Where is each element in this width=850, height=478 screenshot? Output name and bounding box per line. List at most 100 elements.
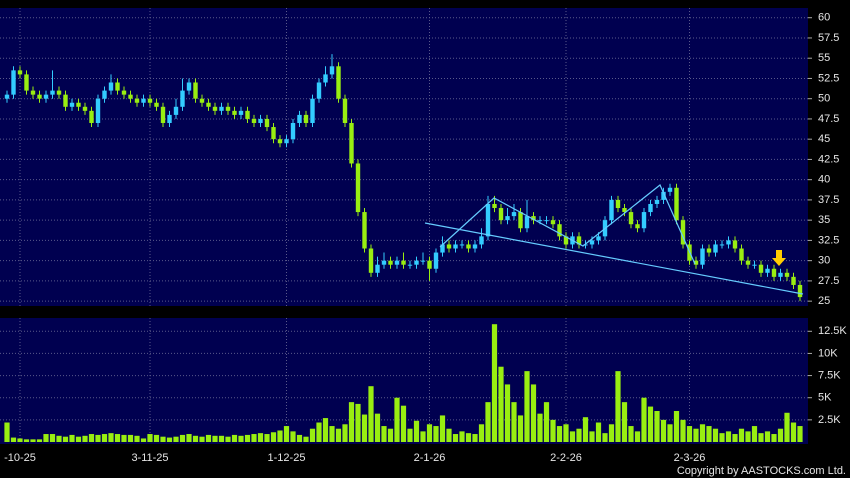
candle-body <box>414 260 419 265</box>
volume-bar <box>790 422 797 442</box>
candle-body <box>232 110 237 115</box>
candle-body <box>342 98 348 123</box>
candle-body <box>43 94 49 99</box>
candle-body <box>82 106 88 111</box>
y-tick-label: 42.5 <box>818 153 839 165</box>
candle-body <box>609 199 614 221</box>
volume-bar <box>511 402 517 442</box>
x-tick-label: 2-2-26 <box>550 452 582 464</box>
y-tick-label: 12.5K <box>818 325 847 337</box>
volume-bar <box>556 426 563 442</box>
volume-bar <box>335 428 342 442</box>
y-tick-label: 55 <box>818 52 830 64</box>
candle-body <box>108 82 114 91</box>
volume-bar <box>634 431 641 442</box>
volume-bar <box>738 428 745 442</box>
candle-body <box>381 260 387 265</box>
candle-body <box>69 102 75 107</box>
candle-body <box>498 208 504 221</box>
volume-bar <box>329 426 335 442</box>
volume-bar <box>758 433 764 442</box>
volume-bar <box>43 434 49 442</box>
candle-body <box>251 118 257 123</box>
volume-bar <box>491 324 498 442</box>
candle-body <box>784 272 790 277</box>
candle-body <box>726 240 731 245</box>
volume-bar <box>712 428 719 442</box>
candle-body <box>134 98 140 103</box>
y-tick-label: 10K <box>818 347 838 359</box>
volume-bar <box>452 434 459 442</box>
candle-body <box>160 106 166 123</box>
candle-body <box>303 114 309 123</box>
candle-body <box>212 106 218 111</box>
volume-bar <box>485 402 491 442</box>
candle-body <box>238 110 244 115</box>
candle-body <box>622 208 627 213</box>
candle-body <box>11 70 16 95</box>
candle-body <box>37 94 42 99</box>
candle-body <box>271 127 276 140</box>
volume-bar <box>420 431 426 442</box>
candle-body <box>225 106 231 111</box>
volume-bar <box>498 366 504 442</box>
candle-body <box>745 260 751 265</box>
y-tick-label: 7.5K <box>818 369 841 381</box>
volume-bar <box>693 428 699 442</box>
candle-body <box>446 244 452 249</box>
volume-bar <box>166 437 173 442</box>
volume-bar <box>4 422 10 442</box>
candle-body <box>732 240 738 249</box>
volume-bar <box>62 436 69 442</box>
volume-bar <box>550 419 556 442</box>
y-tick-label: 27.5 <box>818 275 839 287</box>
candle-body <box>589 240 595 245</box>
candle-body <box>329 66 335 75</box>
volume-bar <box>114 434 121 442</box>
volume-bar <box>160 436 166 442</box>
candle-body <box>583 244 588 246</box>
candle-body <box>180 90 185 107</box>
candle-body <box>466 244 471 249</box>
candle-body <box>316 82 322 99</box>
candle-body <box>713 244 718 253</box>
candle-body <box>310 98 315 123</box>
volume-bar <box>121 434 127 442</box>
candle-body <box>349 122 354 164</box>
volume-bar <box>147 434 153 442</box>
candle-body <box>518 212 523 229</box>
candle-body <box>199 98 205 103</box>
candle-body <box>615 199 621 209</box>
y-tick-label: 35 <box>818 214 830 226</box>
candle-body <box>537 220 543 222</box>
volume-bar <box>784 412 790 442</box>
candle-body <box>654 199 660 204</box>
candle-body <box>128 94 133 99</box>
volume-bar <box>23 439 30 442</box>
volume-bar <box>589 431 595 442</box>
volume-bar <box>595 422 602 442</box>
volume-bar <box>368 386 374 442</box>
volume-bar <box>192 435 199 442</box>
candle-body <box>544 220 549 222</box>
volume-bar <box>251 434 257 442</box>
volume-bar <box>290 431 296 442</box>
volume-bar <box>602 433 608 442</box>
candle-body <box>206 102 211 107</box>
volume-bar <box>699 424 706 442</box>
candle-body <box>433 252 439 269</box>
volume-bar <box>303 436 309 442</box>
candle-body <box>219 106 224 111</box>
candle-body <box>245 110 250 119</box>
y-tick-label: 60 <box>818 12 830 24</box>
volume-bar <box>179 434 186 442</box>
volume-bar <box>10 437 17 442</box>
candle-body <box>648 203 653 213</box>
volume-bar <box>75 436 82 442</box>
candle-body <box>323 74 328 83</box>
candle-body <box>557 224 562 237</box>
candle-body <box>141 98 146 103</box>
volume-bar <box>186 434 192 442</box>
volume-bar <box>777 428 784 442</box>
